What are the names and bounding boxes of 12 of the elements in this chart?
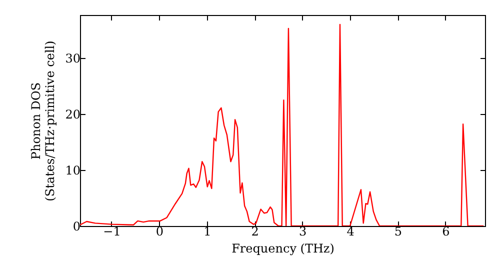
x-tick-label: 5: [394, 224, 402, 238]
y-tick-label: 20: [65, 108, 80, 122]
x-tick-label: 4: [346, 224, 355, 238]
y-tick-label: 10: [65, 164, 80, 178]
x-tick-label: 6: [442, 224, 450, 238]
x-tick-label: −1: [103, 224, 121, 238]
x-tick-label: 0: [156, 224, 164, 238]
x-axis-title: Frequency (THz): [232, 242, 334, 256]
x-tick-label: 1: [204, 224, 212, 238]
y-axis-title: Phonon DOS (States/THz·primitive cell): [29, 40, 58, 202]
y-tick-label: 30: [65, 52, 80, 66]
line-series: [80, 24, 484, 226]
